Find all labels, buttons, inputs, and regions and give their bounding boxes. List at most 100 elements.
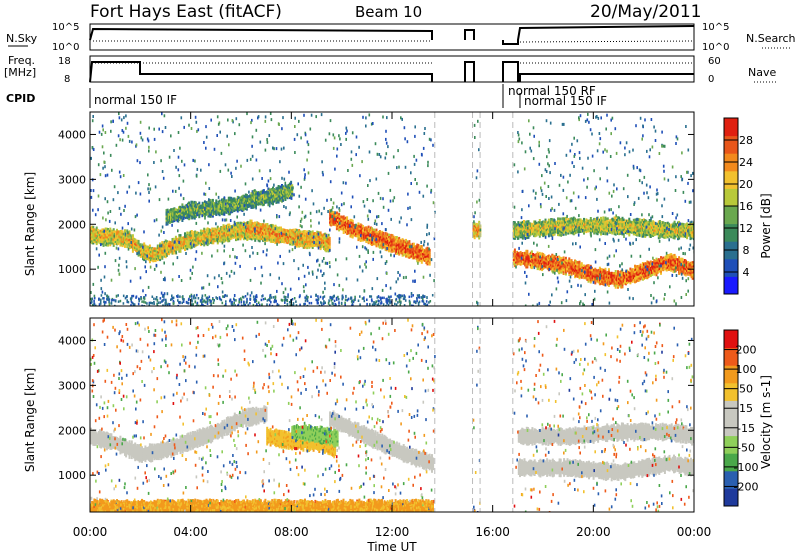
heatmap-cell [121,232,124,235]
heatmap-cell [161,251,164,254]
heatmap-cell [277,193,280,196]
heatmap-cell [257,234,260,237]
heatmap-cell [198,203,201,207]
heatmap-cell [645,229,648,233]
heatmap-cell [196,237,199,240]
heatmap-cell [283,236,286,240]
heatmap-cell [364,228,367,232]
heatmap-cell [425,257,428,261]
heatmap-cell [605,227,608,231]
heatmap-cell [316,232,319,236]
heatmap-cell [197,240,200,243]
freq-panel: Freq. [MHz] 18 8 60 0 Nave [4,54,776,85]
heatmap-cell [225,230,228,234]
heatmap-cell [227,239,229,243]
heatmap-cell [104,239,107,243]
heatmap-cell [375,232,378,236]
heatmap-cell [286,237,289,240]
heatmap-cell [553,259,556,262]
heatmap-cell [346,224,349,227]
heatmap-cell [605,219,608,223]
heatmap-cell [257,239,260,242]
heatmap-cell [280,238,282,242]
heatmap-cell [270,196,273,199]
heatmap-cell [262,201,265,204]
heatmap-cell [286,188,289,192]
heatmap-cell [242,200,245,204]
heatmap-cell [120,237,123,241]
heatmap-cell [561,223,564,226]
heatmap-cell [376,242,379,246]
heatmap-cell [555,221,558,224]
heatmap-cell [261,189,264,193]
heatmap-cell [647,233,650,236]
heatmap-cell [257,236,260,239]
heatmap-cell [101,236,104,240]
heatmap-cell [192,213,195,217]
heatmap-cell [569,262,572,265]
heatmap-cell [534,220,537,223]
heatmap-cell [521,262,524,265]
heatmap-cell [386,243,389,246]
heatmap-cell [240,221,243,225]
heatmap-cell [363,235,366,239]
heatmap-cell [261,237,264,240]
heatmap-cell [210,229,212,232]
heatmap-cell [295,235,298,238]
heatmap-cell [278,198,281,202]
heatmap-cell [349,228,352,232]
heatmap-cell [564,231,567,234]
heatmap-cell [284,184,287,187]
heatmap-cell [247,227,250,230]
heatmap-cell [622,224,625,227]
heatmap-cell [272,238,275,241]
heatmap-cell [166,212,169,216]
heatmap-cell [365,226,368,229]
heatmap-cell [583,226,585,229]
heatmap-cell [391,240,394,243]
heatmap-cell [578,218,581,221]
heatmap-cell [673,224,676,228]
heatmap-cell [564,271,567,274]
heatmap-cell [310,244,313,247]
heatmap-cell [631,220,634,224]
heatmap-cell [405,255,407,258]
heatmap-cell [268,188,271,191]
heatmap-cell [595,232,598,235]
heatmap-cell [554,224,557,228]
heatmap-cell [618,224,621,228]
heatmap-cell [144,252,147,256]
heatmap-cell [96,235,99,238]
heatmap-cell [593,219,596,223]
heatmap-cell [317,241,320,244]
heatmap-cell [126,235,129,238]
heatmap-cell [217,212,220,216]
heatmap-cell [306,232,309,235]
heatmap-cell [334,215,337,219]
cpid-label: CPID [6,92,35,105]
heatmap-cell [258,192,261,195]
heatmap-cell [146,251,149,255]
heatmap-cell [255,198,257,202]
heatmap-cell [220,240,223,243]
heatmap-cell [546,225,549,229]
heatmap-cell [219,237,222,241]
heatmap-cell [118,235,121,238]
heatmap-cell [298,241,301,244]
heatmap-cell [427,257,430,260]
heatmap-cell [289,230,292,234]
heatmap-cell [540,224,542,228]
heatmap-cell [571,217,574,221]
heatmap-cell [409,247,412,250]
heatmap-cell [657,222,660,226]
heatmap-cell [402,239,405,243]
heatmap-cell [364,238,367,242]
heatmap-cell [521,224,524,228]
heatmap-cell [281,238,284,241]
heatmap-cell [621,220,624,224]
heatmap-cell [136,241,139,245]
heatmap-cell [643,232,645,235]
heatmap-cell [398,249,401,252]
heatmap-cell [259,233,262,236]
heatmap-cell [170,245,173,249]
